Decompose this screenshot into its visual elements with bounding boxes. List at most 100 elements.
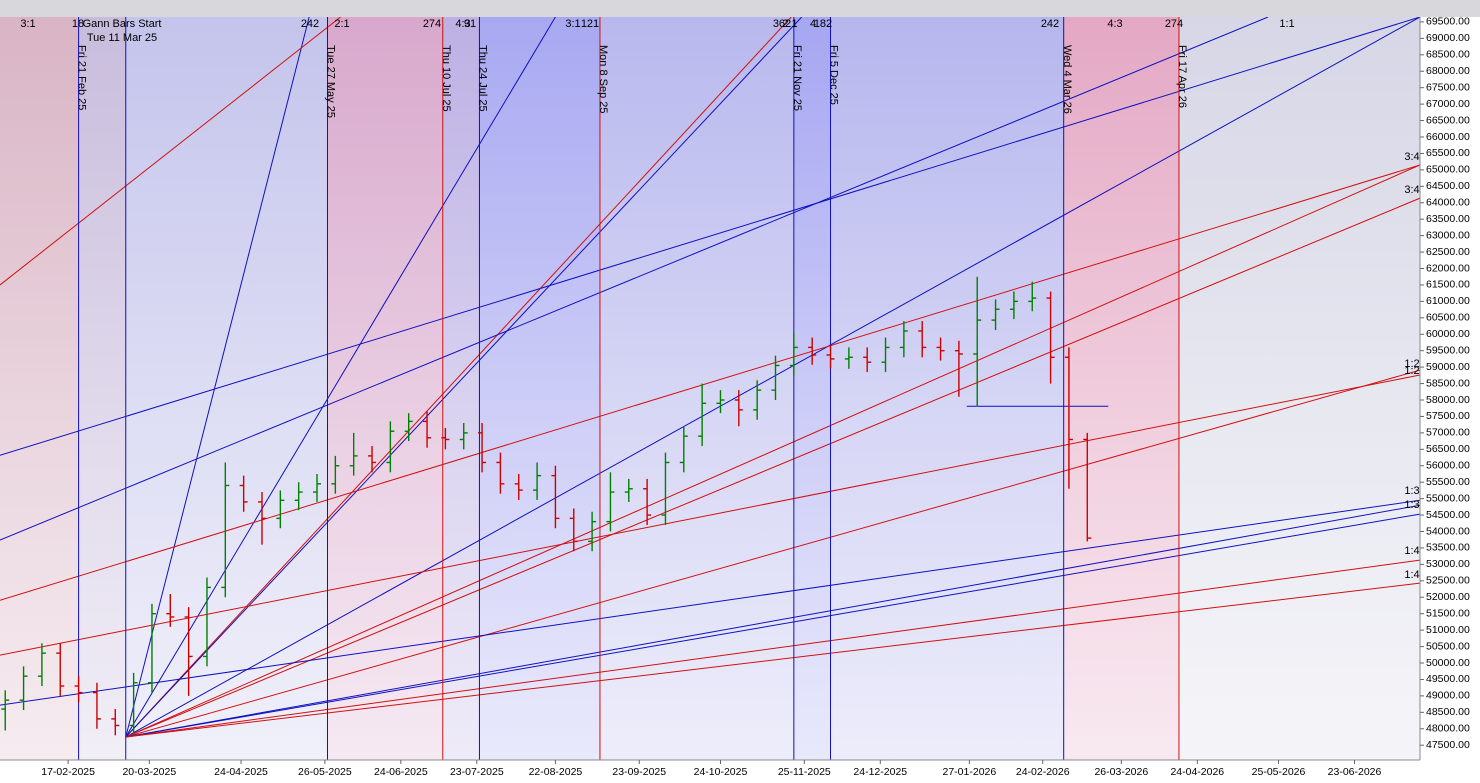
y-tick-label: 61000.00: [1426, 295, 1470, 307]
shade-band: [479, 17, 600, 760]
y-tick-label: 64500.00: [1426, 180, 1470, 192]
y-tick-label: 49000.00: [1426, 690, 1470, 702]
x-tick-label: 26-05-2025: [298, 766, 352, 778]
y-tick-label: 56000.00: [1426, 460, 1470, 472]
top-label: 4:3: [455, 18, 470, 30]
y-tick-label: 60500.00: [1426, 312, 1470, 324]
y-tick-label: 64000.00: [1426, 197, 1470, 209]
shade-band: [1178, 17, 1420, 760]
gann-start-title: Gann Bars Start: [83, 18, 162, 30]
gann-line: [125, 17, 803, 738]
gann-line: [0, 17, 1420, 456]
gann-line: [125, 559, 1420, 738]
y-tick-label: 62000.00: [1426, 262, 1470, 274]
shading: [0, 17, 1420, 760]
price-bars: [1, 276, 1092, 736]
x-tick-label: 25-05-2026: [1252, 766, 1306, 778]
y-tick-label: 55500.00: [1426, 476, 1470, 488]
y-tick-label: 53000.00: [1426, 558, 1470, 570]
top-label: 274: [1165, 18, 1183, 30]
y-tick-label: 52000.00: [1426, 591, 1470, 603]
y-tick-label: 60000.00: [1426, 328, 1470, 340]
x-tick-label: 27-01-2026: [943, 766, 997, 778]
top-label: 4: [810, 18, 816, 30]
marker-label: Fri 21 Feb 25: [76, 45, 88, 110]
gann-line: [0, 17, 341, 286]
top-label: 91: [464, 18, 476, 30]
gann-line: [0, 374, 1420, 656]
marker-label: Tue 27 May 25: [325, 45, 337, 118]
top-label: 242: [1041, 18, 1059, 30]
gann-line: [125, 164, 1420, 738]
y-tick-label: 66500.00: [1426, 114, 1470, 126]
x-tick-label: 26-03-2026: [1094, 766, 1148, 778]
marker-label: Mon 8 Sep 25: [597, 45, 609, 114]
y-tick-label: 56500.00: [1426, 443, 1470, 455]
x-tick-label: 24-12-2025: [853, 766, 907, 778]
ratio-label: 1:4: [1404, 569, 1419, 581]
gann-line: [125, 197, 1420, 738]
y-tick-label: 57000.00: [1426, 427, 1470, 439]
gann-line: [125, 369, 1420, 738]
top-label: 2:1: [334, 18, 349, 30]
y-tick-label: 62500.00: [1426, 246, 1470, 258]
top-label: 274: [423, 18, 441, 30]
x-tick-label: 23-06-2026: [1328, 766, 1382, 778]
gann-line: [125, 17, 310, 738]
y-tick-label: 57500.00: [1426, 410, 1470, 422]
marker-label: Fri 17 Apr 26: [1176, 45, 1188, 108]
y-tick-label: 53500.00: [1426, 542, 1470, 554]
x-tick-label: 25-11-2025: [778, 766, 831, 778]
y-tick-label: 61500.00: [1426, 279, 1470, 291]
ratio-label: 1:3: [1404, 499, 1419, 511]
x-tick-label: 24-06-2025: [374, 766, 428, 778]
y-tick-label: 63500.00: [1426, 213, 1470, 225]
axes: 47500.00 48000.00 48500.00 49000.00 49500.00…: [41, 16, 1470, 778]
top-label: 121: [581, 18, 599, 30]
top-label: 2:1: [782, 18, 797, 30]
gann-line: [125, 513, 1420, 738]
marker-label: Thu 10 Jul 25: [440, 45, 452, 112]
top-label: 3:1: [565, 18, 580, 30]
x-tick-label: 23-09-2025: [612, 766, 666, 778]
gann-line: [125, 504, 1420, 738]
ratio-label: 3:4: [1404, 151, 1419, 163]
y-tick-label: 67000.00: [1426, 98, 1470, 110]
y-tick-label: 65500.00: [1426, 147, 1470, 159]
ratio-label: 1:2: [1404, 365, 1419, 377]
shade-band: [78, 17, 126, 760]
y-tick-label: 51500.00: [1426, 607, 1470, 619]
y-tick-label: 47500.00: [1426, 739, 1470, 751]
annotations: Gann Bars Start Tue 11 Mar 25 3:1 18 242 2:…: [20, 18, 1419, 581]
marker-label: Thu 24 Jul 25: [477, 45, 489, 112]
y-tick-label: 65000.00: [1426, 164, 1470, 176]
x-tick-label: 24-10-2025: [694, 766, 748, 778]
gann-line: [125, 17, 556, 738]
top-label: 4:3: [1107, 18, 1122, 30]
marker-label: Fri 5 Dec 25: [828, 45, 840, 105]
top-label: 362: [773, 18, 791, 30]
header-bar: [0, 0, 1480, 17]
y-tick-label: 58000.00: [1426, 394, 1470, 406]
time-markers: Fri 21 Feb 25 Tue 27 May 25 Thu 10 Jul 25 T…: [76, 17, 1188, 760]
shade-band: [793, 17, 831, 760]
y-tick-label: 68500.00: [1426, 49, 1470, 61]
y-tick-label: 66000.00: [1426, 131, 1470, 143]
top-label: 182: [814, 18, 832, 30]
shade-band: [442, 17, 480, 760]
x-tick-label: 24-04-2025: [214, 766, 268, 778]
gann-line: [125, 17, 792, 738]
gann-line: [125, 582, 1420, 738]
y-tick-label: 63000.00: [1426, 229, 1470, 241]
y-tick-label: 55000.00: [1426, 492, 1470, 504]
x-tick-label: 20-03-2025: [122, 766, 176, 778]
x-tick-label: 24-04-2026: [1170, 766, 1224, 778]
y-tick-label: 49500.00: [1426, 673, 1470, 685]
y-tick-label: 69500.00: [1426, 16, 1470, 28]
shade-band: [830, 17, 1064, 760]
y-tick-label: 68000.00: [1426, 65, 1470, 77]
y-tick-label: 54500.00: [1426, 509, 1470, 521]
gann-line: [0, 17, 1269, 541]
y-tick-label: 48500.00: [1426, 706, 1470, 718]
marker-label: Fri 21 Nov 25: [791, 45, 803, 111]
